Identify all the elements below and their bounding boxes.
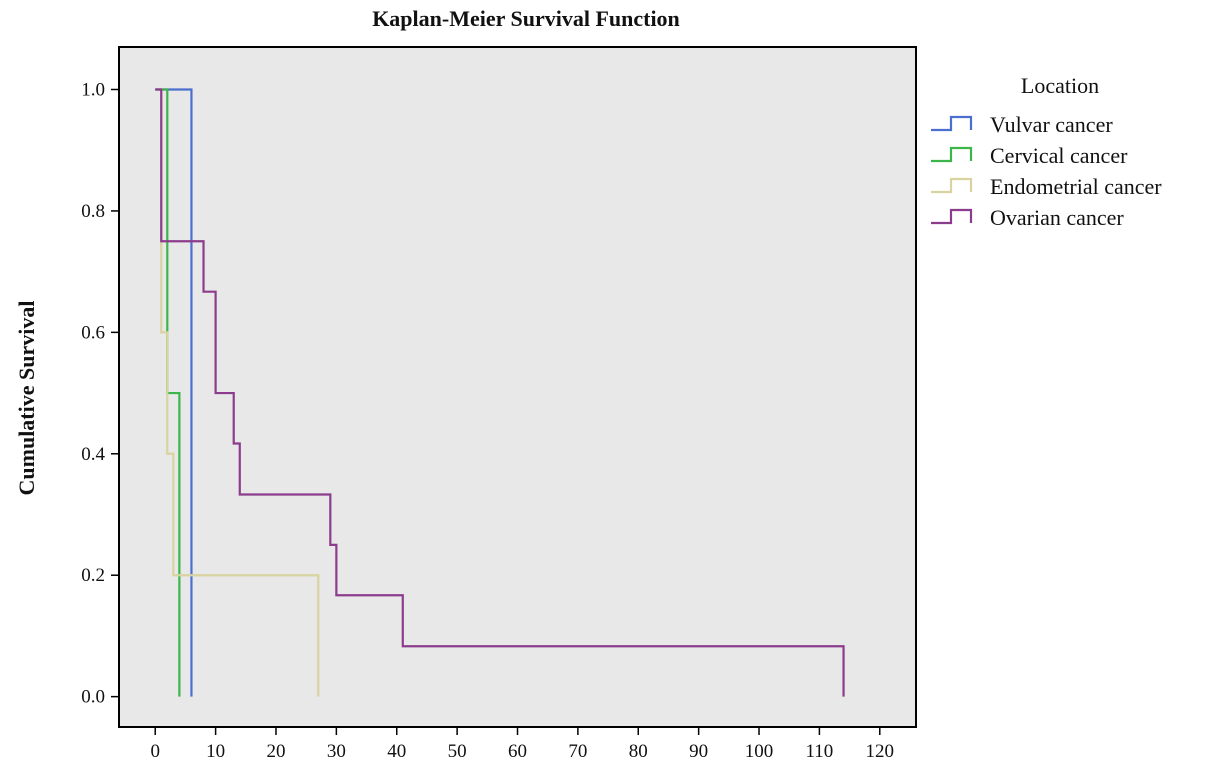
x-tick-label: 80 (629, 741, 648, 762)
x-tick-label: 90 (689, 741, 708, 762)
x-axis-ticks: 0 10 20 30 40 50 60 70 80 90 100 110 120 (150, 727, 894, 762)
legend-label: Cervical cancer (990, 143, 1128, 168)
legend-label: Ovarian cancer (990, 205, 1124, 230)
legend-swatch (931, 146, 973, 163)
legend-label: Endometrial cancer (990, 174, 1162, 199)
x-tick-label: 50 (448, 741, 467, 762)
legend: Location Vulvar cancer Cervical cancer End… (931, 73, 1162, 230)
y-axis-ticks: 0.0 0.2 0.4 0.6 0.8 1.0 (81, 80, 119, 708)
y-tick-label: 0.4 (81, 444, 105, 465)
y-tick-label: 0.0 (81, 687, 105, 708)
series-layer (155, 88, 845, 697)
legend-swatch (931, 115, 973, 132)
y-tick-label: 0.6 (81, 322, 105, 343)
x-tick-label: 40 (387, 741, 406, 762)
x-tick-label: 60 (508, 741, 527, 762)
legend-title: Location (1021, 73, 1099, 98)
x-tick-label: 30 (327, 741, 346, 762)
x-tick-label: 0 (150, 741, 160, 762)
x-tick-label: 110 (805, 741, 833, 762)
chart-title: Kaplan-Meier Survival Function (372, 6, 680, 31)
x-tick-label: 10 (206, 741, 225, 762)
y-tick-label: 0.8 (81, 201, 105, 222)
x-tick-label: 120 (866, 741, 895, 762)
y-tick-label: 1.0 (81, 80, 105, 101)
x-tick-label: 100 (745, 741, 774, 762)
legend-label: Vulvar cancer (990, 112, 1113, 137)
plot-area (118, 46, 917, 728)
legend-swatch (931, 177, 973, 194)
series-line-ovarian-cancer (155, 88, 845, 697)
legend-swatch (931, 208, 973, 225)
y-axis-label: Cumulative Survival (14, 301, 39, 496)
x-tick-label: 20 (266, 741, 285, 762)
x-tick-label: 70 (568, 741, 587, 762)
y-tick-label: 0.2 (81, 565, 105, 586)
